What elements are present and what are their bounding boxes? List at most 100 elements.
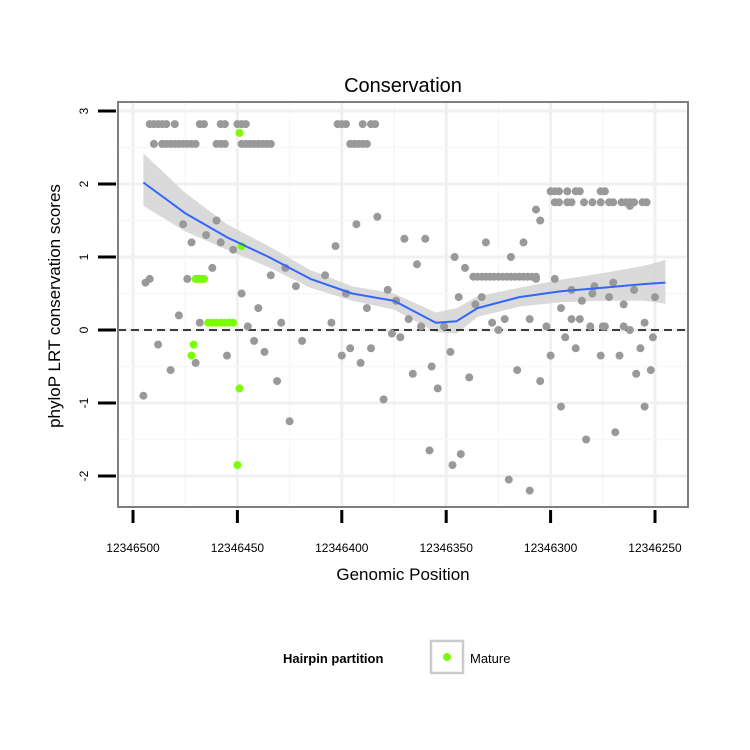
chart-title: Conservation [344, 75, 462, 97]
point-other-9 [220, 120, 229, 129]
point-other-157 [450, 253, 459, 261]
point-other-44 [362, 139, 371, 148]
point-other-114 [208, 263, 217, 272]
point-other-92 [567, 315, 576, 324]
point-other-186 [605, 293, 614, 302]
point-other-106 [166, 366, 175, 375]
x-axis: 12346500 12346450 12346400 12346350 12346300… [106, 510, 682, 555]
point-other-105 [154, 340, 163, 349]
point-other-190 [625, 326, 634, 334]
point-mature-13 [229, 318, 238, 327]
point-other-148 [404, 315, 413, 324]
point-other-151 [417, 322, 426, 331]
point-other-67 [642, 198, 651, 207]
point-other-120 [243, 322, 252, 331]
point-other-121 [250, 336, 259, 345]
point-other-58 [588, 198, 597, 207]
point-other-93 [577, 296, 586, 305]
point-mature-1 [187, 351, 196, 360]
point-other-68 [532, 205, 540, 214]
point-other-125 [273, 377, 282, 386]
point-other-164 [488, 318, 497, 327]
y-tick-label-0: -2 [77, 470, 91, 481]
point-other-155 [440, 322, 449, 331]
point-other-193 [640, 402, 649, 411]
point-other-123 [260, 347, 269, 356]
point-other-28 [191, 139, 200, 148]
point-other-143 [383, 285, 392, 294]
point-other-104 [145, 274, 154, 283]
point-mature-16 [235, 384, 244, 393]
point-other-189 [619, 322, 628, 331]
point-other-31 [220, 139, 229, 148]
point-other-185 [600, 322, 609, 331]
legend-title: Hairpin partition [283, 651, 383, 666]
point-other-61 [609, 198, 618, 207]
point-other-47 [555, 187, 563, 196]
point-other-48 [563, 187, 572, 196]
point-other-117 [223, 351, 231, 360]
point-other-112 [195, 318, 204, 327]
point-other-191 [632, 369, 641, 378]
point-other-97 [619, 300, 628, 309]
y-tick-label-2: 0 [77, 326, 91, 333]
point-other-162 [477, 293, 486, 302]
point-other-132 [327, 318, 336, 327]
y-axis: -2 -1 0 1 2 3 [77, 107, 116, 481]
point-other-7 [200, 120, 208, 129]
panel-border [117, 101, 689, 508]
point-other-91 [557, 304, 565, 313]
series-mature [187, 128, 246, 470]
point-other-107 [174, 311, 183, 320]
point-other-130 [298, 336, 307, 345]
point-other-50 [575, 187, 584, 196]
point-mature-17 [233, 461, 242, 470]
point-other-182 [586, 322, 595, 331]
point-other-16 [358, 120, 367, 129]
point-other-102 [139, 391, 148, 400]
point-other-195 [648, 333, 657, 342]
point-other-168 [513, 366, 522, 375]
point-other-187 [611, 428, 620, 437]
y-axis-title: phyloP LRT conservation scores [45, 184, 64, 428]
point-other-161 [471, 300, 480, 309]
point-other-171 [532, 274, 540, 283]
point-other-5 [170, 120, 179, 129]
point-other-113 [202, 231, 211, 240]
point-other-128 [285, 417, 294, 426]
smooth-fit-line [142, 181, 666, 324]
point-other-146 [396, 333, 405, 342]
point-other-109 [183, 274, 192, 283]
point-other-194 [646, 366, 655, 375]
x-tick-label-0: 12346500 [106, 541, 160, 555]
point-other-15 [342, 120, 350, 129]
point-other-138 [356, 358, 365, 367]
point-other-166 [500, 315, 509, 324]
x-tick-label-3: 12346350 [420, 541, 474, 555]
legend-key-mature [443, 653, 451, 661]
point-other-111 [191, 358, 200, 367]
x-tick-label-4: 12346300 [524, 541, 578, 555]
point-other-57 [580, 198, 588, 207]
point-other-100 [651, 293, 659, 302]
point-mature-0 [189, 340, 198, 349]
point-other-72 [456, 450, 465, 459]
point-other-144 [387, 329, 396, 338]
point-other-69 [536, 216, 545, 225]
y-tick-label-5: 3 [77, 107, 91, 114]
legend: Hairpin partition Mature [283, 639, 510, 675]
point-other-98 [630, 285, 639, 294]
point-other-152 [421, 234, 430, 243]
point-other-133 [331, 242, 340, 251]
point-other-99 [640, 318, 649, 327]
point-other-154 [433, 384, 442, 393]
y-tick-label-3: 1 [77, 253, 91, 260]
point-other-140 [367, 344, 375, 353]
point-other-159 [461, 263, 469, 272]
point-other-96 [609, 278, 618, 287]
y-tick-label-1: -1 [77, 397, 91, 408]
point-other-134 [337, 351, 346, 360]
point-other-129 [291, 282, 300, 291]
point-other-192 [636, 344, 645, 353]
